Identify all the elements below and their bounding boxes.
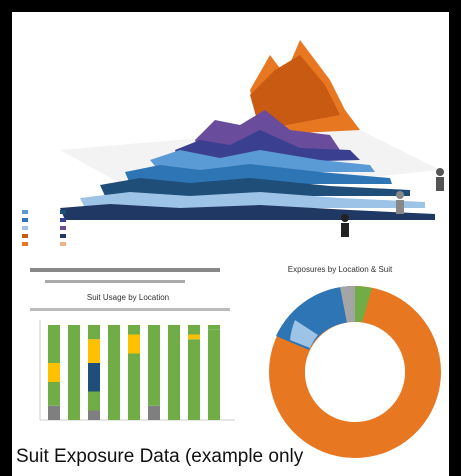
bar-segment	[128, 353, 140, 420]
legend-swatch	[22, 218, 28, 222]
bullet-text	[45, 280, 185, 283]
bar-segment	[68, 325, 80, 344]
bar-segment	[68, 344, 80, 420]
bar-segment	[48, 382, 60, 406]
donut-hole	[305, 322, 405, 422]
person-icon	[341, 223, 349, 237]
ridge-legend	[22, 210, 66, 246]
donut-slice	[340, 285, 355, 323]
ribbon	[175, 130, 360, 165]
bullet-text	[30, 268, 220, 272]
legend-swatch	[22, 226, 28, 230]
bar-segment	[188, 339, 200, 420]
legend-swatch	[60, 226, 66, 230]
person-icon	[396, 200, 404, 214]
panel-title: Exposures by Location & Suit	[288, 265, 393, 274]
bar-segment	[48, 325, 60, 363]
legend-row	[30, 308, 230, 311]
bar-segment	[188, 325, 200, 335]
bar-segment	[168, 325, 180, 335]
legend-swatch	[22, 234, 28, 238]
donut-panel: Exposures by Location & Suit	[269, 265, 441, 458]
ribbon	[195, 110, 340, 155]
bar-segment	[88, 339, 100, 363]
ribbon	[150, 150, 375, 172]
bar-segment	[88, 363, 100, 392]
bar-segment	[148, 405, 160, 420]
bar-segment	[108, 325, 120, 420]
bar-segment	[208, 329, 220, 420]
bar-segment	[168, 334, 180, 420]
caption: Suit Exposure Data (example only	[16, 446, 304, 467]
ribbon	[125, 164, 392, 184]
person-icon	[436, 177, 444, 191]
bar-segment	[208, 325, 220, 330]
panel-title: Suit Usage by Location	[87, 293, 169, 302]
legend-swatch	[60, 210, 66, 214]
bar-segment	[88, 325, 100, 340]
ribbon	[80, 192, 425, 208]
bar-segment	[128, 325, 140, 335]
donut-slice	[355, 286, 372, 322]
bar-segment	[148, 353, 160, 406]
person-icon	[396, 191, 404, 199]
ribbon	[100, 178, 410, 196]
legend-swatch	[22, 242, 28, 246]
legend-swatch	[60, 234, 66, 238]
bar-panel: Suit Usage by Location	[30, 293, 235, 421]
bar-segment	[88, 391, 100, 411]
bar-segment	[148, 325, 160, 354]
bar-segment	[128, 334, 140, 354]
person-icon	[436, 168, 444, 176]
donut-slice	[290, 320, 318, 348]
legend-swatch	[60, 242, 66, 246]
ribbon	[60, 204, 435, 220]
person-icon	[341, 214, 349, 222]
legend-swatch	[60, 218, 66, 222]
bar-segment	[88, 410, 100, 420]
ridge-chart	[60, 40, 444, 237]
bar-segment	[48, 405, 60, 420]
ribbon	[250, 55, 340, 130]
bar-segment	[188, 334, 200, 340]
bar-segment	[48, 363, 60, 382]
legend-swatch	[22, 210, 28, 214]
